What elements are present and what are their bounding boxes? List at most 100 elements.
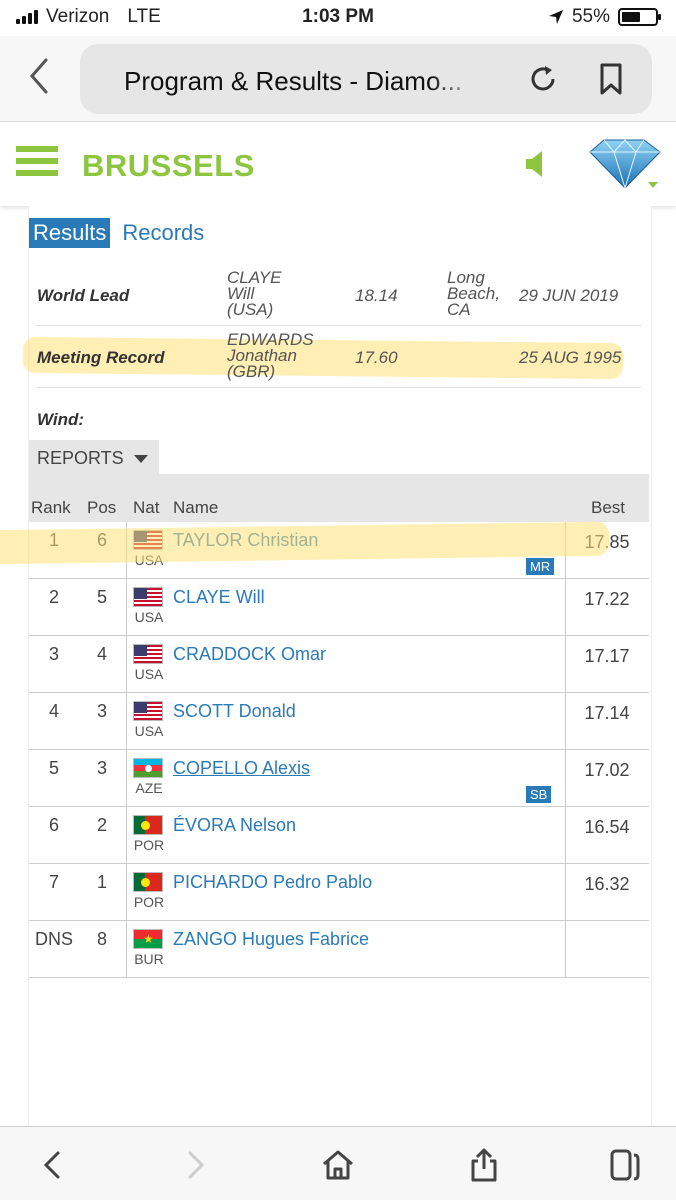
menu-icon[interactable]: [16, 146, 58, 182]
meeting-city: BRUSSELS: [82, 148, 255, 183]
table-row[interactable]: 3 4 USA CRADDOCK Omar 17.17: [29, 636, 649, 693]
page-title: Program & Results - Diamo...: [124, 66, 463, 96]
caret-down-icon: [133, 455, 148, 464]
speaker-icon[interactable]: [524, 148, 550, 180]
record-badge: MR: [526, 558, 555, 575]
usa-flag-icon: [133, 644, 163, 664]
signal-icon: [16, 10, 38, 24]
results-tabs: Results Records: [29, 218, 210, 248]
record-athlete: CLAYE Will (USA): [227, 268, 282, 319]
position-cell: 5: [96, 587, 107, 607]
best-mark: 17.17: [584, 646, 630, 666]
athlete-name-link[interactable]: SCOTT Donald: [173, 701, 296, 721]
status-bar: Verizon LTE 1:03 PM 55%: [0, 0, 676, 36]
athlete-name-link[interactable]: ÉVORA Nelson: [173, 815, 297, 835]
results-panel: Results Records World Lead CLAYE Will (U…: [0, 206, 652, 1126]
browser-toolbar: [0, 1126, 676, 1200]
table-body: 16USATAYLOR Christian17.85MR25USACLAYE W…: [29, 522, 649, 978]
bookmark-icon[interactable]: [594, 62, 628, 96]
record-date: 25 AUG 1995: [519, 348, 622, 367]
record-value: 17.60: [355, 348, 398, 367]
aze-flag-icon: [133, 758, 163, 778]
athlete-name-link[interactable]: PICHARDO Pedro Pablo: [173, 872, 373, 892]
record-location: Long Beach, CA: [447, 268, 500, 319]
best-mark: 17.22: [584, 589, 630, 609]
usa-flag-icon: [133, 701, 163, 721]
usa-flag-icon: [133, 587, 163, 607]
best-mark: 17.02: [584, 760, 630, 780]
position-cell: 8: [96, 929, 107, 949]
record-label: World Lead: [37, 286, 130, 305]
tabs-icon[interactable]: [606, 1147, 642, 1183]
reports-label: REPORTS: [37, 448, 124, 468]
rank-cell: 2: [48, 587, 59, 607]
location-arrow-icon: [548, 10, 563, 24]
position-cell: 1: [96, 872, 107, 892]
tab-results[interactable]: Results: [29, 218, 111, 248]
rank-cell: DNS: [34, 929, 73, 949]
site-header: BRUSSELS: [0, 122, 676, 206]
record-date: 29 JUN 2019: [519, 286, 619, 305]
rank-cell: 5: [48, 758, 59, 778]
athlete-name-link[interactable]: CRADDOCK Omar: [173, 644, 327, 664]
record-label: Meeting Record: [37, 348, 165, 367]
position-cell: 2: [96, 815, 107, 835]
rank-cell: 7: [48, 872, 59, 892]
nationality-code: POR: [133, 894, 165, 910]
table-row[interactable]: 5 3 AZE COPELLO Alexis 17.02 SB: [29, 750, 649, 807]
diamond-league-logo-icon[interactable]: [586, 138, 664, 194]
header-best: Best: [591, 498, 626, 517]
record-label: Wind:: [37, 410, 85, 429]
back-chevron-icon[interactable]: [22, 56, 58, 96]
rank-cell: 3: [48, 644, 59, 664]
por-flag-icon: [133, 872, 163, 892]
rank-cell: 4: [48, 701, 59, 721]
clock: 1:03 PM: [302, 6, 374, 27]
records-table: World Lead CLAYE Will (USA) 18.14 Long B…: [37, 264, 641, 436]
nationality-code: POR: [133, 837, 165, 853]
network-type: LTE: [127, 6, 161, 27]
nationality-code: USA: [134, 723, 164, 739]
record-badge: SB: [526, 786, 552, 803]
table-row[interactable]: 7 1 POR PICHARDO Pedro Pablo 16.32: [29, 864, 649, 921]
athlete-name-link[interactable]: ZANGO Hugues Fabrice: [173, 929, 370, 949]
forward-icon[interactable]: [178, 1147, 214, 1183]
best-mark: 16.54: [584, 817, 630, 837]
home-icon[interactable]: [320, 1147, 356, 1183]
address-field[interactable]: Program & Results - Diamo...: [80, 44, 652, 114]
header-name: Name: [173, 498, 219, 517]
reload-icon[interactable]: [526, 62, 560, 96]
nationality-code: USA: [134, 666, 164, 682]
position-cell: 3: [96, 758, 107, 778]
table-row[interactable]: 6 2 POR ÉVORA Nelson 16.54: [29, 807, 649, 864]
nationality-code: BUR: [134, 951, 164, 967]
nationality-code: AZE: [135, 780, 163, 796]
position-cell: 4: [96, 644, 107, 664]
browser-url-bar: Program & Results - Diamo...: [0, 36, 676, 122]
bur-flag-icon: [133, 929, 163, 949]
battery-icon: [618, 8, 661, 26]
table-header: Rank Pos Nat Name Best: [29, 474, 649, 522]
record-row-wind: Wind:: [37, 388, 641, 436]
record-row-meeting-record: Meeting Record EDWARDS Jonathan (GBR) 17…: [37, 326, 641, 388]
table-row[interactable]: DNS 8 BUR ZANGO Hugues Fabrice: [29, 921, 649, 978]
tab-records[interactable]: Records: [122, 220, 205, 245]
position-cell: 3: [96, 701, 107, 721]
share-icon[interactable]: [466, 1147, 502, 1183]
record-athlete: EDWARDS Jonathan (GBR): [227, 330, 314, 381]
table-row[interactable]: 4 3 USA SCOTT Donald 17.14: [29, 693, 649, 750]
header-pos: Pos: [87, 498, 117, 517]
carrier: Verizon: [46, 6, 110, 27]
record-value: 18.14: [355, 286, 398, 305]
header-nat: Nat: [133, 498, 160, 517]
best-mark: 17.14: [584, 703, 630, 723]
best-mark: 16.32: [584, 874, 630, 894]
nationality-code: USA: [134, 609, 164, 625]
athlete-name-link[interactable]: COPELLO Alexis: [173, 758, 311, 778]
reports-dropdown[interactable]: REPORTS: [29, 440, 159, 478]
por-flag-icon: [133, 815, 163, 835]
back-icon[interactable]: [34, 1147, 70, 1183]
athlete-name-link[interactable]: CLAYE Will: [173, 587, 265, 607]
table-row[interactable]: 2 5 USA CLAYE Will 17.22: [29, 579, 649, 636]
rank-cell: 6: [48, 815, 59, 835]
